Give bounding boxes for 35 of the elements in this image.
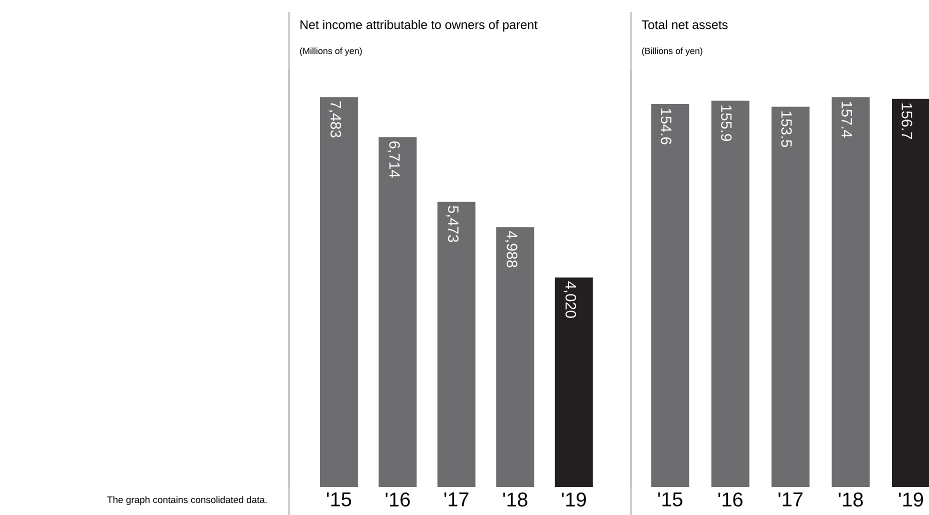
chart-subtitle: (Millions of yen): [300, 47, 362, 56]
bar: [496, 227, 534, 487]
x-tick-label: '18: [503, 492, 528, 507]
bar: [320, 97, 358, 487]
x-tick-label: '18: [838, 492, 863, 507]
x-tick-label: '17: [778, 492, 803, 506]
x-tick-label: '17: [444, 492, 468, 506]
chart-title: Net income attributable to owners of parent: [300, 20, 538, 32]
bar: [554, 278, 593, 487]
bar: [651, 104, 690, 487]
bar: [711, 100, 750, 487]
text: The graph contains consolidated data.: [107, 496, 267, 505]
bar: [378, 137, 417, 487]
x-tick-label: '16: [718, 492, 742, 507]
data-label: 4,020: [564, 281, 576, 318]
x-tick-label: '19: [562, 492, 586, 507]
x-tick-label: '15: [658, 492, 682, 506]
data-label: 6,714: [388, 141, 400, 178]
data-label: 5,473: [446, 206, 459, 242]
bar: [437, 202, 476, 487]
x-tick-label: '16: [386, 492, 410, 507]
x-tick-label: '19: [898, 492, 923, 507]
data-label: 4,988: [504, 230, 518, 268]
x-tick-label: '15: [326, 492, 352, 506]
data-label: 155.9: [721, 105, 732, 141]
data-label: 156.7: [902, 103, 912, 139]
bar: [832, 97, 870, 487]
data-label: 7,483: [328, 101, 342, 138]
bar: [892, 98, 929, 487]
data-label: 154.6: [660, 108, 672, 144]
bar: [772, 106, 810, 487]
data-label: 157.4: [842, 102, 852, 138]
chart-title: Total net assets: [642, 20, 728, 30]
data-label: 153.5: [781, 111, 792, 148]
chart-subtitle: (Billions of yen): [642, 47, 702, 56]
